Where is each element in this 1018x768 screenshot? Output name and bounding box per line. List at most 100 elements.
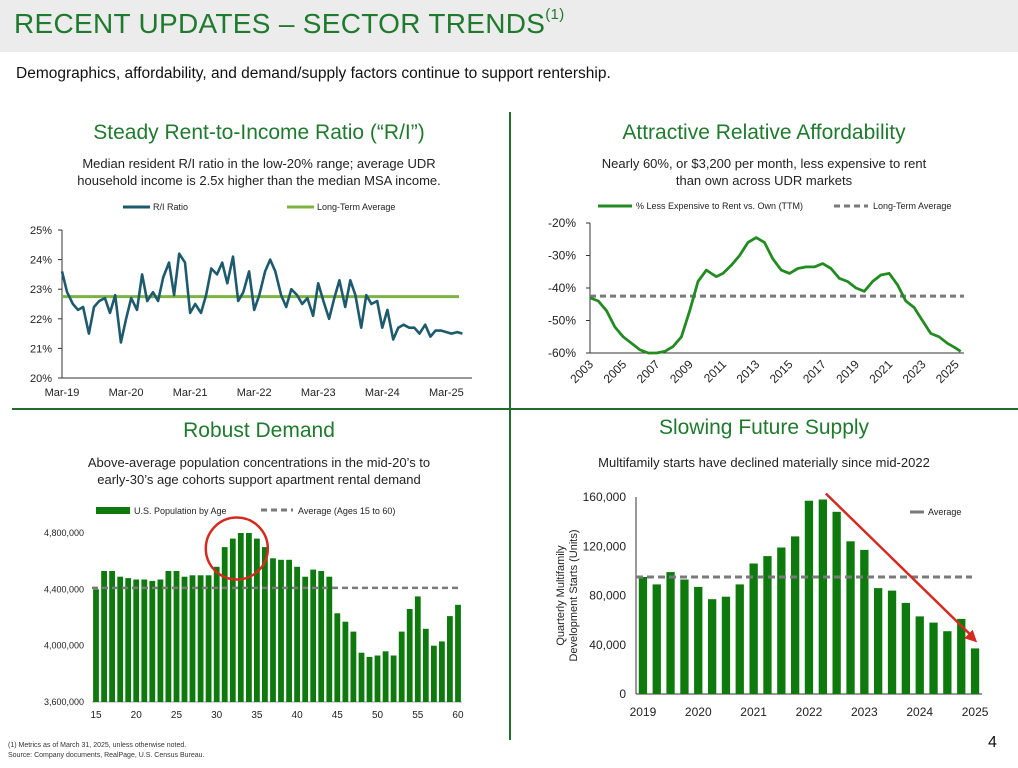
supply-bar-2020Q3 (721, 596, 731, 694)
demand-desc-line1: Above-average population concentrations … (87, 455, 431, 470)
demand-bar-age-47 (350, 631, 357, 702)
demand-chart: 3,600,000 4,000,000 4,400,000 4,800,000 15 20… (44, 506, 464, 721)
demand-bar-age-38 (278, 559, 284, 702)
supply-bar-2022Q1 (804, 500, 814, 694)
demand-x-tick-label: 50 (372, 710, 384, 721)
ri-x-tick-label: Mar-22 (237, 387, 272, 399)
demand-bar-age-16 (101, 571, 107, 702)
horizontal-divider (12, 408, 1018, 410)
demand-highlight-circle (204, 516, 270, 581)
demand-x-tick-label: 55 (412, 710, 424, 721)
demand-bar-age-28 (197, 575, 204, 703)
afford-y-tick-label: -30% (548, 249, 576, 263)
supply-bar-2021Q2 (763, 556, 772, 694)
title-footnote-marker: (1) (545, 5, 565, 23)
demand-bar-age-48 (358, 652, 365, 702)
demand-legend-label: U.S. Population by Age (134, 506, 227, 516)
afford-y-tick-label: -20% (548, 216, 576, 230)
demand-bar-age-19 (125, 578, 132, 702)
ri-legend-avg-label: Long-Term Average (317, 202, 395, 212)
supply-panel-description: Multifamily starts have declined materia… (514, 454, 1014, 471)
footnote-metrics: (1) Metrics as of March 31, 2025, unless… (8, 742, 187, 749)
ri-y-tick-label: 25% (30, 225, 52, 237)
demand-x-tick-label: 35 (251, 710, 263, 721)
supply-bar-2021Q1 (749, 563, 758, 694)
demand-x-tick-label: 45 (332, 710, 344, 721)
afford-panel-title: Attractive Relative Affordability (622, 121, 906, 144)
afford-x-tick-label: 2019 (833, 357, 862, 386)
demand-panel-description: Above-average population concentrations … (12, 454, 506, 488)
afford-x-tick-label: 2007 (634, 357, 663, 386)
demand-bar-age-58 (439, 641, 445, 702)
afford-y-tick-label: -40% (548, 281, 576, 295)
header-bar (0, 0, 1018, 52)
demand-bar-age-21 (141, 579, 148, 702)
demand-bar-age-46 (342, 621, 349, 702)
vertical-divider (509, 112, 511, 740)
page-subtitle: Demographics, affordability, and demand/… (16, 65, 611, 82)
supply-bar-2022Q2 (818, 499, 827, 694)
supply-x-tick-label: 2023 (851, 705, 878, 719)
supply-bar-2021Q3 (777, 547, 786, 694)
ri-x-tick-label: Mar-19 (45, 387, 80, 399)
demand-bar-age-27 (189, 575, 196, 703)
demand-bar-age-40 (294, 566, 300, 702)
supply-bar-2019Q2 (652, 584, 661, 694)
ri-y-tick-label: 24% (30, 255, 52, 267)
supply-y-axis-label-line2: Development Starts (Units) (568, 529, 580, 661)
supply-trend-arrow-head (964, 629, 978, 643)
demand-bar-age-18 (117, 576, 124, 702)
ri-desc-line1: Median resident R/I ratio in the low-20%… (82, 156, 436, 171)
afford-legend-label: % Less Expensive to Rent vs. Own (TTM) (636, 201, 803, 211)
demand-bar-age-43 (318, 571, 325, 702)
afford-series-line (589, 236, 962, 355)
afford-legend-avg-label: Long-Term Average (873, 201, 951, 211)
demand-bar-age-30 (213, 566, 220, 702)
supply-bar-2020Q1 (694, 586, 703, 694)
afford-x-tick-label: 2023 (900, 357, 929, 386)
afford-desc-line1: Nearly 60%, or $3,200 per month, less ex… (601, 156, 927, 171)
supply-bar-2025Q1 (970, 648, 980, 694)
ri-chart: 20% 21% 22% 23% 24% 25% Mar-19 Mar-20 Mar-21 Mar-… (30, 202, 472, 399)
demand-bar-age-51 (382, 651, 389, 702)
demand-bar-age-22 (149, 580, 156, 702)
afford-x-tick-label: 2011 (701, 357, 729, 385)
supply-bar-2022Q3 (832, 511, 841, 694)
demand-bar-age-52 (390, 655, 397, 702)
ri-y-tick-label: 20% (30, 373, 52, 385)
afford-desc-line2: than own across UDR markets (675, 173, 853, 188)
demand-bar-age-59 (447, 616, 453, 702)
demand-x-tick-label: 30 (211, 710, 223, 721)
demand-bar-age-15 (93, 589, 99, 702)
supply-bar-2023Q3 (887, 590, 897, 694)
demand-bar-age-60 (455, 604, 461, 702)
afford-x-tick-label: 2013 (734, 357, 763, 386)
demand-panel-title: Robust Demand (183, 419, 335, 442)
page-number: 4 (988, 734, 997, 751)
afford-x-tick-label: 2003 (567, 357, 596, 386)
ri-x-tick-label: Mar-20 (109, 387, 144, 399)
afford-x-tick-label: 2009 (667, 357, 696, 386)
supply-y-tick-label: 120,000 (583, 539, 627, 553)
demand-bar-age-37 (270, 558, 276, 702)
supply-y-tick-label: 80,000 (589, 589, 626, 603)
ri-y-tick-label: 22% (30, 314, 52, 326)
supply-x-tick-label: 2020 (685, 705, 712, 719)
demand-x-tick-label: 60 (452, 710, 464, 721)
ri-x-tick-label: Mar-25 (429, 387, 464, 399)
demand-bar-age-54 (406, 609, 413, 702)
supply-bar-2019Q4 (680, 579, 689, 694)
demand-y-tick-label: 4,000,000 (44, 641, 84, 651)
supply-panel-title: Slowing Future Supply (658, 416, 870, 439)
demand-bar-age-31 (221, 547, 228, 702)
supply-bar-2024Q4 (957, 618, 966, 694)
supply-x-tick-label: 2024 (906, 705, 933, 719)
ri-x-tick-label: Mar-21 (173, 387, 208, 399)
supply-bar-2023Q1 (860, 549, 869, 694)
supply-legend-avg-label: Average (928, 507, 961, 517)
afford-x-tick-label: 2025 (933, 357, 962, 386)
demand-bar-age-44 (326, 576, 333, 702)
demand-bar-age-56 (422, 628, 429, 702)
afford-x-tick-label: 2015 (767, 357, 796, 386)
demand-bar-age-29 (205, 575, 212, 703)
